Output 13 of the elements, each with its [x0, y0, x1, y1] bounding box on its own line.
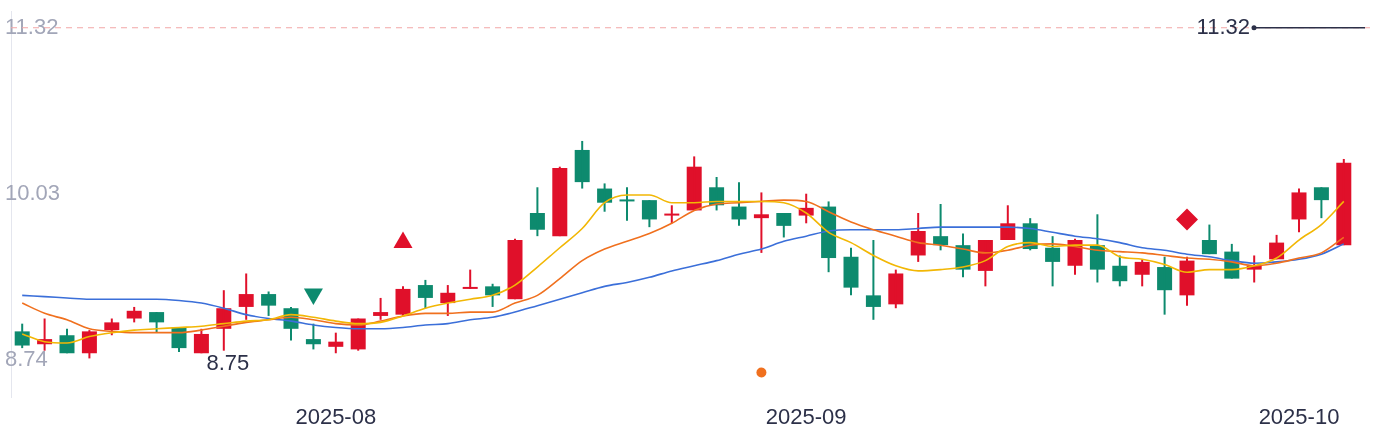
- candlestick: [753, 192, 769, 253]
- candlestick: [261, 291, 277, 316]
- candlestick: [373, 297, 389, 320]
- candlestick: [126, 306, 142, 323]
- candlestick: [865, 240, 881, 320]
- y-tick-label: 10.03: [5, 179, 61, 205]
- x-tick-label: 2025-08: [295, 404, 377, 428]
- y-tick-label: 8.74: [5, 345, 48, 371]
- x-tick-label: 2025-09: [765, 404, 847, 428]
- ref-line-label: 11.32: [1196, 13, 1250, 39]
- y-tick-label: 11.32: [5, 13, 59, 39]
- annotation: 8.75: [206, 350, 250, 376]
- x-tick-label: 2025-10: [1258, 404, 1340, 428]
